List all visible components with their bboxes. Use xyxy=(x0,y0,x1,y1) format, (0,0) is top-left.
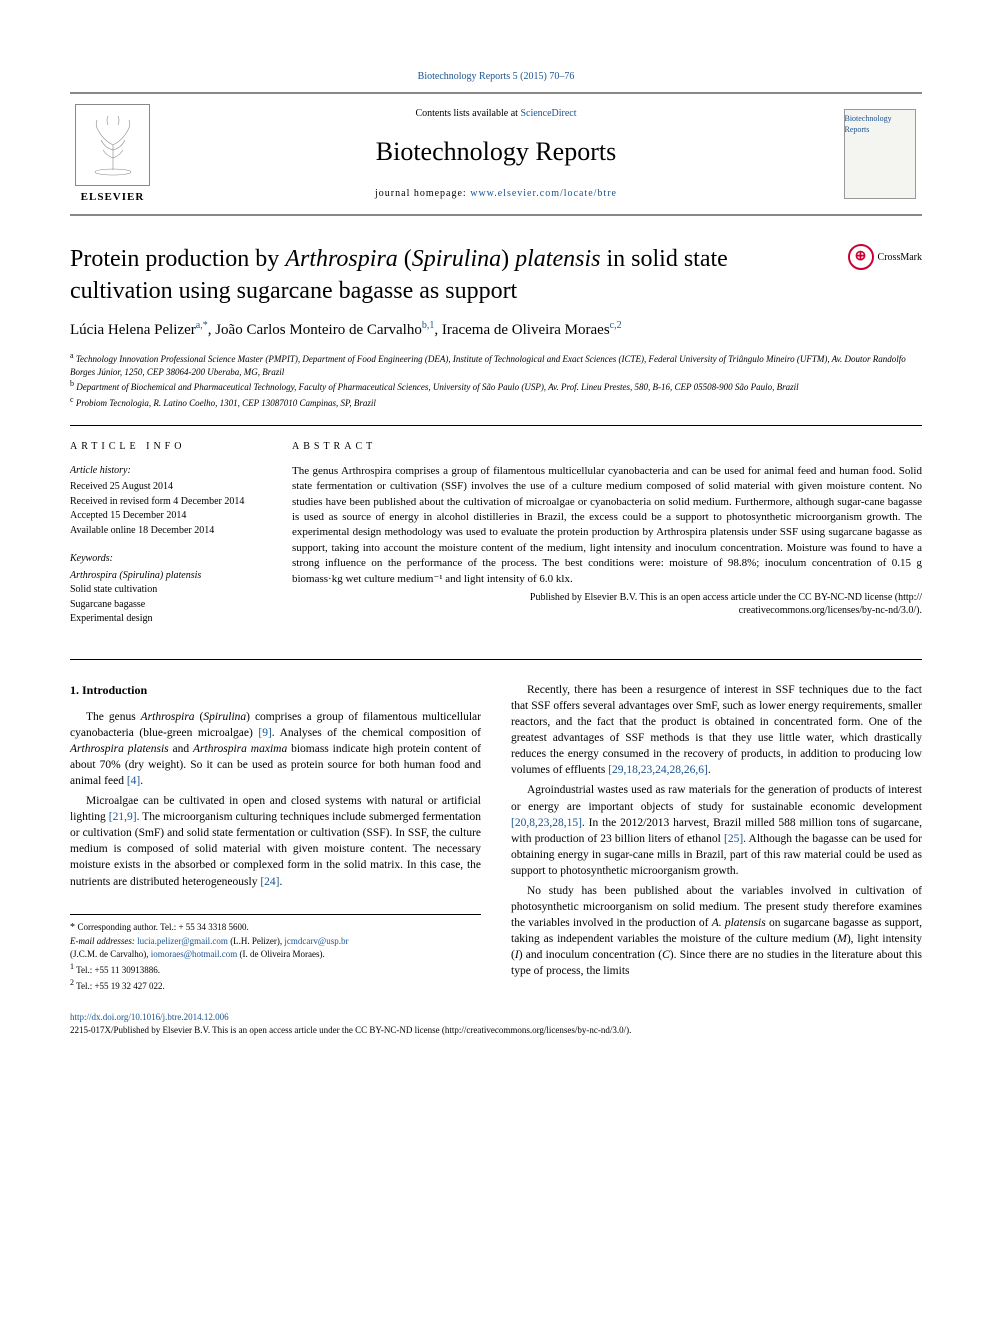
article-info-heading: ARTICLE INFO xyxy=(70,440,260,454)
title-text: ) xyxy=(501,246,515,272)
author-name: , Iracema de Oliveira Moraes xyxy=(434,322,609,338)
footnote-marker: * xyxy=(70,922,78,933)
history-line: Accepted 15 December 2014 xyxy=(70,509,260,524)
copyright-line: 2215-017X/Published by Elsevier B.V. Thi… xyxy=(70,1024,922,1036)
article-info-panel: ARTICLE INFO Article history: Received 2… xyxy=(70,440,260,641)
keyword: Arthrospira (Spirulina) platensis xyxy=(70,569,260,584)
abstract-panel: ABSTRACT The genus Arthrospira comprises… xyxy=(292,440,922,641)
title-genus: Spirulina xyxy=(412,246,501,272)
keyword: Experimental design xyxy=(70,612,260,627)
journal-cover-icon: Biotechnology Reports xyxy=(844,109,916,199)
history-line: Received in revised form 4 December 2014 xyxy=(70,495,260,510)
title-species: platensis xyxy=(515,246,600,272)
keywords-heading: Keywords: xyxy=(70,552,260,567)
reference-link[interactable]: [29,18,23,24,28,26,6] xyxy=(608,764,708,776)
author-name: Lúcia Helena Pelizer xyxy=(70,322,196,338)
sciencedirect-link[interactable]: ScienceDirect xyxy=(520,108,576,119)
page-footer: http://dx.doi.org/10.1016/j.btre.2014.12… xyxy=(70,1011,922,1035)
history-line: Available online 18 December 2014 xyxy=(70,524,260,539)
left-column: 1. Introduction The genus Arthrospira (S… xyxy=(70,682,481,994)
email-link[interactable]: lucia.pelizer@gmail.com xyxy=(137,936,228,946)
homepage-url[interactable]: www.elsevier.com/locate/btre xyxy=(470,188,617,199)
paragraph: The genus Arthrospira (Spirulina) compri… xyxy=(70,709,481,789)
journal-cover-block: Biotechnology Reports xyxy=(837,109,922,199)
email-label: E-mail addresses: xyxy=(70,936,135,946)
paragraph: Recently, there has been a resurgence of… xyxy=(511,682,922,779)
page-header-citation: Biotechnology Reports 5 (2015) 70–76 xyxy=(70,70,922,84)
affiliations: a Technology Innovation Professional Sci… xyxy=(70,350,922,409)
footnote-tel: Tel.: +55 19 32 427 022. xyxy=(76,981,165,991)
doi-link[interactable]: http://dx.doi.org/10.1016/j.btre.2014.12… xyxy=(70,1011,922,1023)
affiliation-text: Technology Innovation Professional Scien… xyxy=(70,354,906,377)
title-text: Protein production by xyxy=(70,246,285,272)
elsevier-tree-icon xyxy=(75,104,150,186)
contents-available-line: Contents lists available at ScienceDirec… xyxy=(155,107,837,121)
affil-marker: c xyxy=(70,395,74,404)
footnote-marker: 2 xyxy=(70,978,74,987)
homepage-label: journal homepage: xyxy=(375,188,467,199)
history-line: Received 25 August 2014 xyxy=(70,480,260,495)
license-line: creativecommons.org/licenses/by-nc-nd/3.… xyxy=(739,605,922,616)
affiliation-text: Department of Biochemical and Pharmaceut… xyxy=(76,382,798,392)
elsevier-label: ELSEVIER xyxy=(81,190,145,205)
section-heading: 1. Introduction xyxy=(70,682,481,699)
title-text: ( xyxy=(398,246,412,272)
footnote-marker: 1 xyxy=(70,962,74,971)
affiliation-text: Probiom Tecnologia, R. Latino Coelho, 13… xyxy=(76,398,376,408)
paragraph: Microalgae can be cultivated in open and… xyxy=(70,793,481,890)
affil-marker: b xyxy=(70,379,74,388)
email-link[interactable]: iomoraes@hotmail.com xyxy=(151,949,238,959)
history-heading: Article history: xyxy=(70,464,260,479)
keyword: Sugarcane bagasse xyxy=(70,598,260,613)
author-affil-sup: c,2 xyxy=(610,320,622,331)
email-link[interactable]: jcmdcarv@usp.br xyxy=(284,936,348,946)
divider xyxy=(70,659,922,660)
journal-homepage: journal homepage: www.elsevier.com/locat… xyxy=(155,187,837,201)
footnote-tel: Tel.: +55 11 30913886. xyxy=(76,965,160,975)
journal-header: ELSEVIER Contents lists available at Sci… xyxy=(70,92,922,217)
article-title: Protein production by Arthrospira (Spiru… xyxy=(70,244,848,306)
crossmark-label: CrossMark xyxy=(878,251,922,265)
author-affil-sup: a, xyxy=(196,320,203,331)
corresponding-note: Corresponding author. Tel.: + 55 34 3318… xyxy=(78,922,249,932)
title-genus: Arthrospira xyxy=(285,246,397,272)
license-line: Published by Elsevier B.V. This is an op… xyxy=(530,592,922,603)
reference-link[interactable]: [21,9] xyxy=(109,811,137,823)
reference-link[interactable]: [4] xyxy=(127,775,140,787)
crossmark-icon: ⊕ xyxy=(848,244,874,270)
author-name: , João Carlos Monteiro de Carvalho xyxy=(208,322,422,338)
abstract-text: The genus Arthrospira comprises a group … xyxy=(292,464,922,587)
license-text: Published by Elsevier B.V. This is an op… xyxy=(292,591,922,618)
author-list: Lúcia Helena Pelizera,*, João Carlos Mon… xyxy=(70,319,922,340)
paragraph: Agroindustrial wastes used as raw materi… xyxy=(511,782,922,879)
publisher-logo-block: ELSEVIER xyxy=(70,104,155,205)
reference-link[interactable]: [24] xyxy=(260,876,279,888)
paragraph: No study has been published about the va… xyxy=(511,883,922,980)
reference-link[interactable]: [25] xyxy=(724,833,743,845)
keyword: Solid state cultivation xyxy=(70,583,260,598)
reference-link[interactable]: [9] xyxy=(258,727,271,739)
footnotes: * Corresponding author. Tel.: + 55 34 33… xyxy=(70,914,481,994)
crossmark-widget[interactable]: ⊕ CrossMark xyxy=(848,244,922,270)
body-columns: 1. Introduction The genus Arthrospira (S… xyxy=(70,682,922,994)
journal-title: Biotechnology Reports xyxy=(155,134,837,169)
contents-label: Contents lists available at xyxy=(415,108,517,119)
abstract-heading: ABSTRACT xyxy=(292,440,922,454)
author-affil-sup: b,1 xyxy=(422,320,435,331)
affil-marker: a xyxy=(70,351,74,360)
right-column: Recently, there has been a resurgence of… xyxy=(511,682,922,994)
reference-link[interactable]: [20,8,23,28,15] xyxy=(511,817,582,829)
